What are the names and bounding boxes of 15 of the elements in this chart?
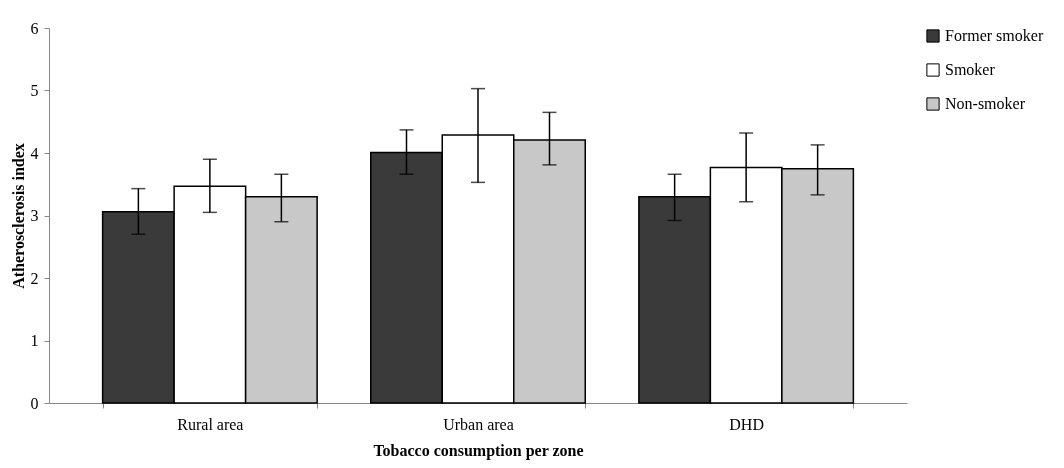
y-tick-label: 1 [30, 332, 39, 349]
y-tick-label: 5 [30, 82, 39, 99]
y-axis-title: Atherosclerosis index [9, 143, 27, 289]
x-tick-label: Urban area [443, 415, 514, 433]
y-tick-label: 6 [30, 19, 39, 37]
y-tick-label: 0 [30, 394, 39, 412]
legend-label: Former smoker [945, 27, 1044, 44]
legend-label: Smoker [945, 61, 996, 78]
x-tick-label: DHD [729, 415, 764, 433]
x-axis-title: Tobacco consumption per zone [373, 441, 584, 460]
legend-label: Non-smoker [945, 95, 1026, 112]
y-tick-label: 2 [30, 269, 39, 287]
x-tick-label: Rural area [177, 415, 244, 433]
y-tick-label: 4 [30, 144, 39, 162]
y-tick-label: 3 [30, 207, 39, 224]
